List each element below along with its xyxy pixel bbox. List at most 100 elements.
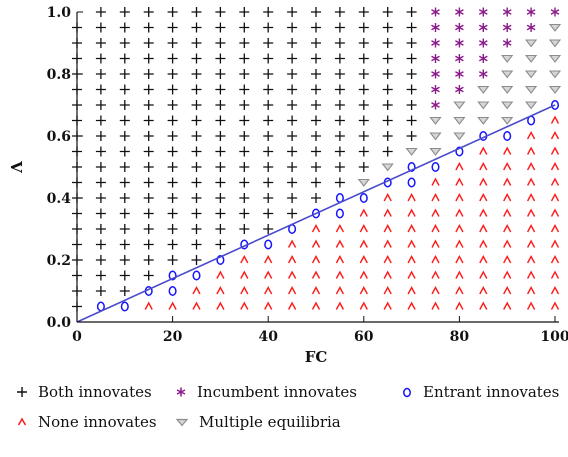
plus-marker <box>143 208 154 219</box>
circle-marker <box>407 177 416 188</box>
plus-marker <box>119 131 130 141</box>
plus-marker <box>119 239 130 250</box>
legend: Both innovates Incumbent innovates Entra… <box>16 383 568 443</box>
down-triangle-marker <box>524 85 538 94</box>
plus-marker <box>95 69 106 79</box>
down-triangle-marker <box>453 132 466 141</box>
caret-marker <box>550 208 560 217</box>
plus-marker <box>119 84 130 95</box>
plus-marker <box>95 177 106 188</box>
plus-marker <box>358 38 369 48</box>
down-triangle-marker-icon <box>175 418 189 427</box>
caret-marker <box>479 162 488 171</box>
plus-marker <box>382 131 393 141</box>
plus-marker <box>191 208 202 219</box>
caret-marker <box>503 224 512 233</box>
caret-marker <box>359 239 368 248</box>
y-tick-label: 1.0 <box>47 5 72 21</box>
caret-marker <box>431 224 440 233</box>
plus-marker <box>382 22 393 33</box>
plus-marker <box>239 224 250 234</box>
caret-marker <box>526 286 536 295</box>
plus-marker <box>382 100 393 110</box>
caret-marker <box>431 177 440 186</box>
plus-marker <box>215 162 226 172</box>
x-tick-label: 60 <box>354 329 374 345</box>
plus-marker <box>334 22 345 33</box>
plus-marker <box>95 22 106 33</box>
plus-marker <box>143 115 154 126</box>
circle-marker <box>455 146 464 157</box>
plus-marker <box>119 270 130 281</box>
caret-marker <box>407 270 416 279</box>
marker-layer <box>72 7 562 312</box>
caret-marker <box>407 255 416 264</box>
caret-marker <box>479 301 488 310</box>
plus-marker <box>191 100 202 110</box>
down-triangle-marker <box>524 39 538 48</box>
plus-marker <box>358 162 369 172</box>
caret-marker <box>311 301 321 310</box>
plus-marker <box>167 115 178 126</box>
caret-marker <box>335 270 345 279</box>
plus-marker <box>119 193 130 203</box>
caret-marker <box>431 255 440 264</box>
caret-marker <box>431 239 440 248</box>
plus-marker <box>406 53 417 64</box>
caret-marker <box>550 224 560 233</box>
caret-marker <box>479 286 488 295</box>
circle-marker <box>264 239 273 250</box>
caret-marker <box>455 301 464 310</box>
plus-marker <box>95 255 106 265</box>
caret-marker <box>550 255 560 264</box>
plus-marker <box>191 115 202 126</box>
caret-marker <box>503 162 512 171</box>
plus-marker <box>311 38 321 48</box>
caret-marker <box>240 301 249 310</box>
plus-marker <box>143 22 154 33</box>
plus-marker <box>167 208 178 219</box>
plus-marker <box>406 38 417 48</box>
plus-marker <box>358 53 369 64</box>
legend-item-multiple: Multiple equilibria <box>175 413 341 431</box>
plus-marker <box>311 53 321 64</box>
caret-marker <box>526 131 536 140</box>
plus-marker <box>239 146 250 157</box>
plus-marker <box>239 22 250 33</box>
legend-row-2: None innovates Multiple equilibria <box>16 413 568 443</box>
plus-marker <box>334 100 345 110</box>
plus-marker <box>334 69 345 79</box>
plus-marker <box>167 53 178 64</box>
plus-marker <box>119 146 130 157</box>
caret-marker <box>240 255 249 264</box>
plus-marker <box>191 53 202 64</box>
plus-marker <box>143 224 154 234</box>
plus-marker <box>334 7 345 17</box>
plus-marker <box>334 146 345 157</box>
legend-item-none: None innovates <box>16 413 157 431</box>
star-marker <box>431 7 440 17</box>
plus-marker <box>406 69 417 79</box>
caret-marker <box>503 301 512 310</box>
plus-marker <box>119 208 130 219</box>
caret-marker <box>550 146 560 155</box>
circle-marker <box>407 162 416 172</box>
caret-marker <box>383 286 392 295</box>
caret-marker <box>503 239 512 248</box>
down-triangle-marker <box>548 39 562 48</box>
caret-marker <box>550 193 560 202</box>
plus-marker <box>167 239 178 250</box>
down-triangle-marker <box>548 85 562 94</box>
plus-marker <box>215 131 226 141</box>
plus-marker <box>358 100 369 110</box>
caret-marker <box>168 301 177 310</box>
plus-marker <box>119 286 130 296</box>
plus-marker <box>287 69 298 79</box>
caret-marker <box>383 208 392 217</box>
star-marker <box>431 54 440 63</box>
caret-marker <box>431 270 440 279</box>
plus-marker <box>334 177 345 188</box>
plus-marker <box>263 84 274 95</box>
plus-marker <box>239 193 250 203</box>
caret-marker <box>335 286 345 295</box>
